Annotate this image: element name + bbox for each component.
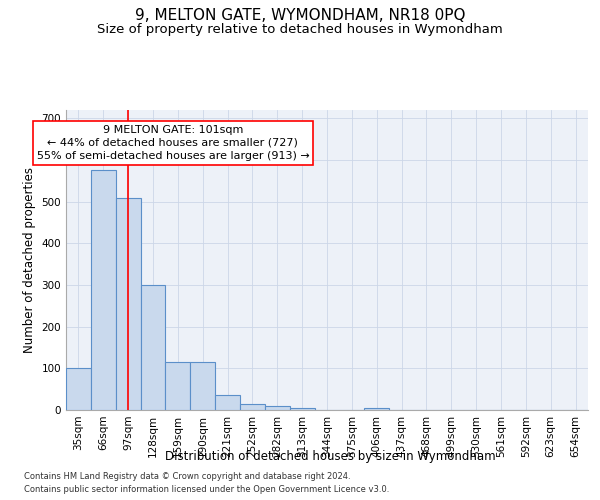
Bar xyxy=(215,396,240,410)
Y-axis label: Number of detached properties: Number of detached properties xyxy=(23,167,36,353)
Bar xyxy=(190,362,215,410)
Bar xyxy=(290,408,314,410)
Text: Contains public sector information licensed under the Open Government Licence v3: Contains public sector information licen… xyxy=(24,485,389,494)
Bar xyxy=(66,368,91,410)
Bar xyxy=(240,404,265,410)
Bar xyxy=(364,408,389,410)
Bar xyxy=(116,198,140,410)
Text: Size of property relative to detached houses in Wymondham: Size of property relative to detached ho… xyxy=(97,22,503,36)
Bar xyxy=(140,285,166,410)
Bar xyxy=(265,406,290,410)
Bar xyxy=(166,362,190,410)
Text: Contains HM Land Registry data © Crown copyright and database right 2024.: Contains HM Land Registry data © Crown c… xyxy=(24,472,350,481)
Text: 9, MELTON GATE, WYMONDHAM, NR18 0PQ: 9, MELTON GATE, WYMONDHAM, NR18 0PQ xyxy=(135,8,465,22)
Bar xyxy=(91,170,116,410)
Text: Distribution of detached houses by size in Wymondham: Distribution of detached houses by size … xyxy=(164,450,496,463)
Text: 9 MELTON GATE: 101sqm
← 44% of detached houses are smaller (727)
55% of semi-det: 9 MELTON GATE: 101sqm ← 44% of detached … xyxy=(37,124,309,161)
